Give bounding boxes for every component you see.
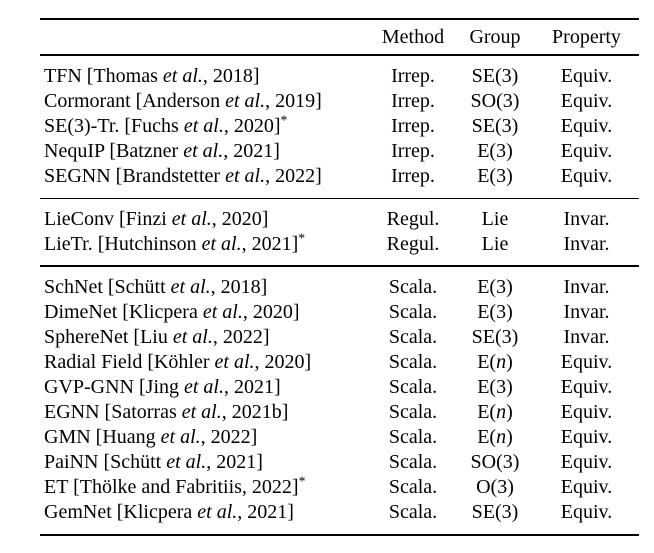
property-cell: Equiv. <box>560 89 613 112</box>
method-cell: Scala. <box>388 425 438 448</box>
property-cell: Equiv. <box>560 425 613 448</box>
group-cell: SE(3) <box>471 114 519 137</box>
method-cell: Regul. <box>386 233 440 255</box>
model-citation-cell: LieConv [Finzi et al., 2020] <box>44 208 269 230</box>
group-cell: E(n) <box>477 425 513 448</box>
table-row: TFN [Thomas et al., 2018] Irrep. SE(3) Equi… <box>40 64 639 89</box>
group-cell: E(3) <box>477 375 513 398</box>
model-citation-cell: SphereNet [Liu et al., 2022] <box>44 325 270 348</box>
header-property: Property <box>552 25 621 48</box>
group-cell: Lie <box>481 233 509 255</box>
model-citation-cell: SchNet [Schütt et al., 2018] <box>44 275 268 298</box>
table-row: NequIP [Batzner et al., 2021] Irrep. E(3) E… <box>40 139 639 164</box>
table-header-row: Method Group Property <box>40 20 639 54</box>
method-cell: Scala. <box>388 475 438 498</box>
table-section-irrep: TFN [Thomas et al., 2018] Irrep. SE(3) Equi… <box>40 56 639 198</box>
property-cell: Invar. <box>563 208 610 230</box>
group-cell: Lie <box>481 208 509 230</box>
property-cell: Invar. <box>563 233 610 255</box>
property-cell: Equiv. <box>560 475 613 498</box>
model-citation-cell: EGNN [Satorras et al., 2021b] <box>44 400 289 423</box>
property-cell: Equiv. <box>560 500 613 523</box>
group-cell: SO(3) <box>470 89 520 112</box>
method-cell: Irrep. <box>391 64 435 87</box>
method-cell: Scala. <box>388 375 438 398</box>
table-row: LieConv [Finzi et al., 2020] Regul. Lie Inv… <box>40 207 639 232</box>
model-citation-cell: LieTr. [Hutchinson et al., 2021]* <box>44 230 306 255</box>
group-cell: E(3) <box>477 300 513 323</box>
group-cell: E(3) <box>477 275 513 298</box>
group-cell: SE(3) <box>471 500 519 523</box>
model-citation-cell: DimeNet [Klicpera et al., 2020] <box>44 300 300 323</box>
table-row: SEGNN [Brandstetter et al., 2022] Irrep. E… <box>40 164 639 189</box>
table-row: EGNN [Satorras et al., 2021b] Scala. E(n) E… <box>40 400 639 425</box>
method-cell: Scala. <box>388 450 438 473</box>
header-group: Group <box>469 25 521 48</box>
table-row: DimeNet [Klicpera et al., 2020] Scala. E(3… <box>40 300 639 325</box>
methods-comparison-table: Method Group Property TFN [Thomas et al.… <box>40 18 639 536</box>
table-section-regular: LieConv [Finzi et al., 2020] Regul. Lie Inv… <box>40 199 639 265</box>
header-method: Method <box>381 25 445 48</box>
property-cell: Equiv. <box>560 114 613 137</box>
table-row: GMN [Huang et al., 2022] Scala. E(n) Equiv. <box>40 425 639 450</box>
table-row: SchNet [Schütt et al., 2018] Scala. E(3) In… <box>40 275 639 300</box>
method-cell: Irrep. <box>391 139 435 162</box>
header-bottom-rule <box>40 54 639 56</box>
table-row: GVP-GNN [Jing et al., 2021] Scala. E(3) Equ… <box>40 375 639 400</box>
model-citation-cell: NequIP [Batzner et al., 2021] <box>44 139 280 162</box>
model-citation-cell: GVP-GNN [Jing et al., 2021] <box>44 375 281 398</box>
model-citation-cell: Cormorant [Anderson et al., 2019] <box>44 89 322 112</box>
method-cell: Scala. <box>388 350 438 373</box>
method-cell: Irrep. <box>391 114 435 137</box>
group-cell: E(n) <box>477 400 513 423</box>
table-row: Cormorant [Anderson et al., 2019] Irrep. S… <box>40 89 639 114</box>
table-row: SE(3)-Tr. [Fuchs et al., 2020]* Irrep. SE(… <box>40 111 639 139</box>
property-cell: Invar. <box>563 325 610 348</box>
property-cell: Equiv. <box>560 375 613 398</box>
property-cell: Equiv. <box>560 164 613 187</box>
table-row: Radial Field [Köhler et al., 2020] Scala.… <box>40 350 639 375</box>
property-cell: Invar. <box>563 275 610 298</box>
group-cell: SE(3) <box>471 325 519 348</box>
table-row: SphereNet [Liu et al., 2022] Scala. SE(3) I… <box>40 325 639 350</box>
property-cell: Invar. <box>563 300 610 323</box>
method-cell: Irrep. <box>391 89 435 112</box>
property-cell: Equiv. <box>560 450 613 473</box>
property-cell: Equiv. <box>560 139 613 162</box>
model-citation-cell: SE(3)-Tr. [Fuchs et al., 2020]* <box>44 111 288 137</box>
model-citation-cell: Radial Field [Köhler et al., 2020] <box>44 350 312 373</box>
property-cell: Equiv. <box>560 400 613 423</box>
table-row: PaiNN [Schütt et al., 2021] Scala. SO(3) Eq… <box>40 450 639 475</box>
group-cell: SE(3) <box>471 64 519 87</box>
group-cell: O(3) <box>476 475 514 498</box>
method-cell: Scala. <box>388 400 438 423</box>
group-cell: SO(3) <box>470 450 520 473</box>
table-row: GemNet [Klicpera et al., 2021] Scala. SE(3… <box>40 500 639 525</box>
method-cell: Irrep. <box>391 164 435 187</box>
model-citation-cell: GMN [Huang et al., 2022] <box>44 425 258 448</box>
property-cell: Equiv. <box>560 64 613 87</box>
section-divider-rule <box>40 265 639 267</box>
group-cell: E(3) <box>477 164 513 187</box>
method-cell: Scala. <box>388 300 438 323</box>
model-citation-cell: GemNet [Klicpera et al., 2021] <box>44 500 294 523</box>
method-cell: Scala. <box>388 275 438 298</box>
model-citation-cell: ET [Thölke and Fabritiis, 2022]* <box>44 472 306 498</box>
model-citation-cell: PaiNN [Schütt et al., 2021] <box>44 450 263 473</box>
model-citation-cell: TFN [Thomas et al., 2018] <box>44 64 260 87</box>
property-cell: Equiv. <box>560 350 613 373</box>
table-top-rule <box>40 18 639 20</box>
group-cell: E(n) <box>477 350 513 373</box>
table-bottom-rule <box>40 533 639 536</box>
table-row: ET [Thölke and Fabritiis, 2022]* Scala. O(… <box>40 472 639 500</box>
section-divider-rule <box>40 197 639 199</box>
table-section-scalar: SchNet [Schütt et al., 2018] Scala. E(3) In… <box>40 267 639 534</box>
table-row: LieTr. [Hutchinson et al., 2021]* Regul. L… <box>40 230 639 257</box>
group-cell: E(3) <box>477 139 513 162</box>
method-cell: Regul. <box>386 208 440 230</box>
method-cell: Scala. <box>388 500 438 523</box>
model-citation-cell: SEGNN [Brandstetter et al., 2022] <box>44 164 322 187</box>
method-cell: Scala. <box>388 325 438 348</box>
